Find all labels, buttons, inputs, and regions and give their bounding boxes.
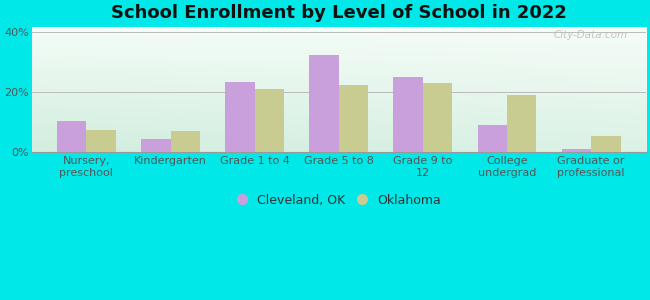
Bar — [255, 89, 284, 152]
Legend: Cleveland, OK, Oklahoma: Cleveland, OK, Oklahoma — [233, 190, 445, 211]
Bar — [393, 77, 423, 152]
Bar — [562, 149, 591, 152]
Bar — [507, 95, 536, 152]
Bar — [225, 82, 255, 152]
Bar — [478, 125, 507, 152]
Bar — [57, 121, 86, 152]
Bar — [86, 130, 116, 152]
Bar — [423, 83, 452, 152]
Bar — [339, 85, 368, 152]
Bar — [170, 131, 200, 152]
Bar — [309, 55, 339, 152]
Text: City-Data.com: City-Data.com — [553, 30, 627, 40]
Bar — [141, 139, 170, 152]
Bar — [591, 136, 621, 152]
Title: School Enrollment by Level of School in 2022: School Enrollment by Level of School in … — [111, 4, 567, 22]
